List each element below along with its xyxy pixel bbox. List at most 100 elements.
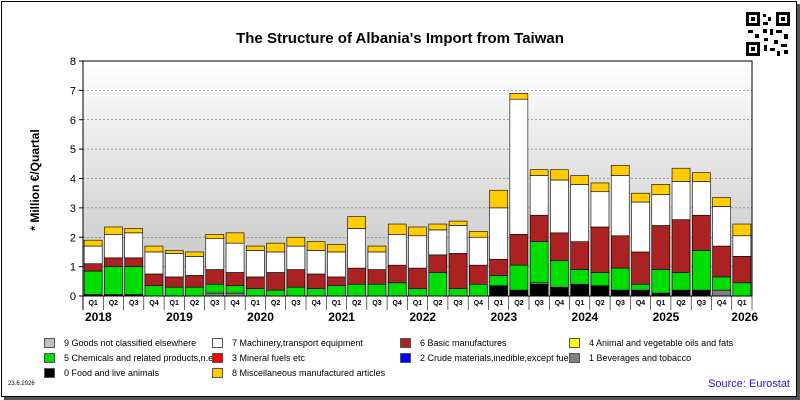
bar-segment (692, 181, 711, 216)
bar-segment (489, 258, 508, 276)
bar-segment (550, 286, 569, 297)
legend-swatch (44, 368, 55, 378)
bar-segment (671, 167, 691, 182)
bar-segment (509, 98, 529, 235)
legend-label: 4 Animal and vegetable oils and fats (589, 338, 734, 348)
bar-segment (651, 184, 671, 195)
legend-label: 1 Beverages and tobacco (589, 353, 692, 363)
bar-segment (631, 192, 650, 203)
bar-segment (448, 225, 468, 254)
bar-segment (124, 266, 143, 295)
bar-segment (83, 239, 103, 247)
x-tick-label: Q3 (129, 300, 138, 307)
bar-segment (408, 235, 427, 269)
bar-segment (469, 231, 488, 238)
bar-segment (286, 269, 306, 288)
bar-segment (529, 214, 549, 242)
y-tick-label: 1 (70, 262, 76, 274)
bar-segment (712, 276, 731, 291)
x-tick-label: Q1 (413, 300, 422, 307)
bar-segment (327, 276, 346, 287)
bar-segment (590, 285, 610, 297)
bar-segment (712, 245, 731, 278)
bar-segment (570, 269, 589, 285)
bar-segment (550, 169, 569, 181)
x-tick-label: Q3 (372, 300, 381, 307)
bar-segment (83, 263, 103, 272)
bar-segment (104, 234, 123, 259)
year-label: 2023 (490, 310, 517, 324)
bar-segment (529, 175, 549, 216)
bar-segment (610, 235, 630, 269)
bar-segment (124, 232, 143, 259)
bar-segment (367, 251, 387, 270)
legend-swatch (569, 353, 580, 363)
bar-segment (712, 289, 731, 297)
bar-segment (185, 275, 204, 288)
bar-segment (83, 245, 103, 264)
bar-segment (205, 234, 225, 240)
bar-segment (387, 264, 407, 284)
bar-segment (732, 256, 752, 284)
bar-segment (448, 220, 468, 226)
bar-segment (671, 289, 691, 297)
x-tick-label: Q1 (575, 300, 584, 307)
bar-segment (306, 288, 326, 297)
bar-segment (246, 276, 265, 289)
legend-swatch (44, 353, 55, 363)
bar-segment (286, 245, 306, 270)
bar-segment (489, 275, 508, 287)
bar-segment (550, 260, 569, 288)
bar-segment (469, 264, 488, 285)
bar-segment (104, 226, 123, 235)
x-tick-label: Q2 (271, 300, 280, 307)
x-tick-label: Q4 (717, 300, 726, 307)
bar-segment (306, 250, 326, 275)
bar-segment (205, 283, 225, 294)
x-tick-label: Q4 (230, 300, 239, 307)
bar-segment (306, 273, 326, 289)
y-tick-label: 7 (70, 85, 76, 97)
bar-segment (266, 251, 285, 273)
legend-label: 0 Food and live animals (64, 368, 160, 378)
bar-segment (347, 283, 366, 297)
bar-segment (671, 181, 691, 220)
bar-segment (428, 229, 448, 256)
bar-segment (104, 266, 123, 295)
bar-segment (367, 245, 387, 253)
x-tick-label: Q1 (656, 300, 665, 307)
bar-segment (550, 179, 569, 234)
bar-segment (732, 282, 752, 297)
legend-swatch (400, 353, 411, 363)
bar-segment (469, 236, 488, 266)
legend-label: 7 Machinery,transport equipment (232, 338, 363, 348)
legend-label: 8 Miscellaneous manufactured articles (232, 368, 386, 378)
bar-segment (631, 201, 650, 253)
bar-segment (570, 241, 589, 270)
bar-segment (387, 234, 407, 266)
bar-segment (225, 285, 245, 294)
bar-segment (306, 241, 326, 251)
year-label: 2025 (653, 310, 680, 324)
bar-segment (347, 228, 366, 269)
y-tick-label: 8 (70, 56, 76, 68)
bar-segment (610, 267, 630, 291)
x-tick-label: Q1 (332, 300, 341, 307)
bar-segment (164, 286, 184, 297)
legend-swatch (400, 338, 411, 348)
x-tick-label: Q1 (737, 300, 746, 307)
bar-segment (246, 288, 265, 297)
bar-segment (144, 285, 164, 297)
bar-segment (570, 283, 589, 297)
bar-segment (448, 288, 468, 297)
bar-segment (570, 175, 589, 185)
date-stamp: 23.6.2026 (8, 381, 35, 387)
bar-segment (692, 172, 711, 182)
bar-segment (83, 270, 103, 295)
bar-segment (428, 223, 448, 231)
bar-segment (205, 269, 225, 285)
bar-segment (489, 207, 508, 260)
bar-segment (185, 286, 204, 297)
bar-segment (509, 264, 529, 291)
year-label: 2024 (572, 310, 599, 324)
